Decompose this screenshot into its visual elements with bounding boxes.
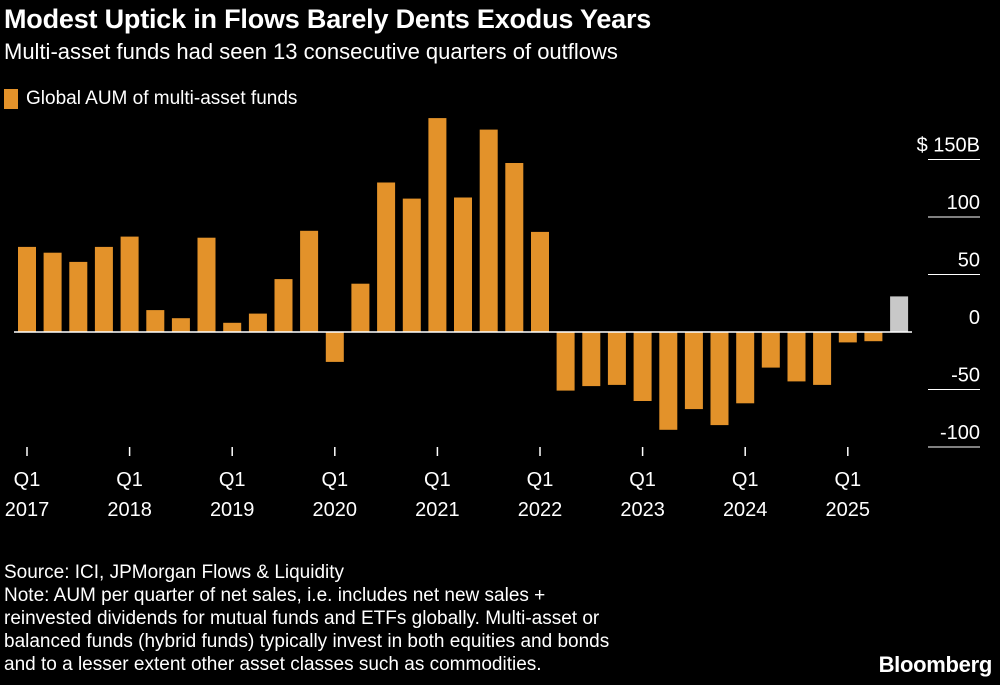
x-tick-quarter: Q1 (629, 469, 656, 491)
legend-label: Global AUM of multi-asset funds (26, 88, 298, 109)
bar (582, 332, 601, 387)
x-tick-year: 2022 (518, 499, 563, 521)
chart-subtitle: Multi-asset funds had seen 13 consecutiv… (4, 39, 618, 64)
bar (454, 197, 472, 332)
note-line: and to a lesser extent other asset class… (4, 654, 542, 675)
x-tick-year: 2023 (620, 499, 665, 521)
x-tick-quarter: Q1 (116, 469, 143, 491)
footer: Source: ICI, JPMorgan Flows & Liquidity … (4, 561, 854, 676)
bar (607, 332, 626, 385)
y-tick-label: -100 (940, 422, 980, 444)
bar (223, 322, 242, 332)
bar (197, 237, 216, 332)
bar (325, 332, 344, 362)
x-tick-year: 2020 (313, 499, 358, 521)
bar (710, 332, 729, 426)
x-tick-year: 2017 (5, 499, 50, 521)
y-tick-label: 0 (969, 307, 980, 329)
bar (531, 231, 549, 332)
note-line: Note: AUM per quarter of net sales, i.e.… (4, 585, 546, 606)
note-line: reinvested dividends for mutual funds an… (4, 608, 600, 629)
x-axis: Q1 2017 Q1 2018 Q1 2019 Q1 2020 Q1 2021 Q1 2022 Q1 20… (5, 447, 870, 521)
bar (402, 198, 421, 332)
x-tick-quarter: Q1 (527, 469, 554, 491)
bar (69, 261, 88, 332)
bar (838, 332, 857, 343)
bars-group (18, 118, 909, 430)
x-tick-quarter: Q1 (14, 469, 41, 491)
bar (94, 246, 113, 332)
bar (787, 332, 806, 382)
bar (248, 313, 267, 332)
bar (300, 230, 319, 332)
x-tick-quarter: Q1 (424, 469, 451, 491)
bar (351, 283, 370, 332)
y-tick-label: 100 (947, 192, 980, 214)
bar (18, 246, 36, 332)
x-tick-quarter: Q1 (219, 469, 246, 491)
x-tick-quarter: Q1 (321, 469, 348, 491)
legend-swatch (4, 89, 18, 109)
bar (146, 310, 165, 332)
bar (120, 236, 139, 332)
y-axis: -100 -50 0 50 100 $ 150B (917, 135, 980, 448)
bar (377, 182, 396, 332)
x-tick-year: 2019 (210, 499, 255, 521)
x-tick-year: 2024 (723, 499, 768, 521)
note-line: balanced funds (hybrid funds) typically … (4, 631, 610, 652)
legend: Global AUM of multi-asset funds (4, 88, 297, 110)
chart-title: Modest Uptick in Flows Barely Dents Exod… (4, 4, 652, 34)
bar (813, 332, 832, 385)
x-tick-year: 2021 (415, 499, 460, 521)
bar (274, 279, 293, 332)
bar (43, 252, 62, 332)
y-tick-label: $ 150B (917, 135, 980, 157)
bar (171, 318, 190, 332)
y-tick-label: -50 (951, 365, 980, 387)
x-tick-year: 2025 (826, 499, 871, 521)
bar (479, 129, 498, 332)
bar (864, 332, 883, 342)
bar (684, 332, 703, 410)
bar-latest (890, 296, 909, 332)
bar (428, 118, 447, 332)
bar (505, 163, 524, 332)
x-tick-quarter: Q1 (834, 469, 861, 491)
bar (736, 332, 755, 404)
source-text: Source: ICI, JPMorgan Flows & Liquidity (4, 562, 345, 583)
bar (659, 332, 678, 430)
bar (761, 332, 780, 368)
y-tick-label: 50 (958, 250, 980, 272)
bar (633, 332, 652, 401)
x-tick-quarter: Q1 (732, 469, 759, 491)
bloomberg-logo: Bloomberg (878, 652, 993, 677)
x-tick-year: 2018 (107, 499, 152, 521)
bar (556, 332, 575, 391)
